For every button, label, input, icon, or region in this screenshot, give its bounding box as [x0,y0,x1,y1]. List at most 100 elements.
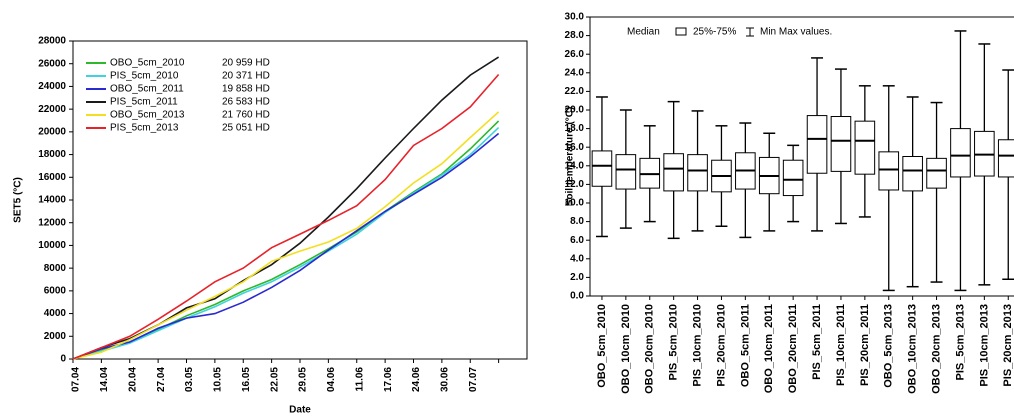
y-tick-label: 12.0 [565,179,585,190]
y-tick-label: 2.0 [570,272,584,283]
y-tick-label: 24000 [38,81,66,92]
x-tick-label: 03.05 [184,367,195,392]
y-tick-label: 8.0 [570,216,584,227]
x-tick-label: 30.06 [440,367,451,392]
legend-whisker: Min Max values. [760,27,832,38]
y-tick-label: 10.0 [565,198,585,209]
x-tick-label: 16.05 [241,367,252,392]
y-tick-label: 26.0 [565,49,585,60]
x-tick-label: PIS_10cm_2013 [978,304,990,387]
x-tick-label: PIS_10cm_2010 [691,304,703,387]
legend-total: 25 051 HD [222,123,270,134]
y-axis-label: SET5 (°C) [13,177,24,223]
box [950,128,971,178]
legend-label: PIS_5cm_2010 [110,71,179,82]
x-tick-label: OBO_10cm_2013 [907,304,919,394]
x-axis-label: Date [289,405,311,416]
legend-box-icon [675,27,687,36]
x-tick-label: 27.04 [156,367,167,392]
legend-label: PIS_5cm_2013 [110,123,179,134]
y-tick-label: 6000 [44,285,67,296]
legend-label: PIS_5cm_2011 [110,97,178,108]
x-tick-label: PIS_5cm_2011 [811,304,823,380]
x-tick-label: OBO_20cm_2010 [644,304,656,394]
box [830,116,852,172]
series-line [72,73,500,360]
box [854,120,876,175]
y-tick-label: 20000 [38,126,66,137]
y-tick-label: 16000 [38,172,66,183]
y-tick-label: 28000 [38,36,66,47]
legend-label: OBO_5cm_2011 [110,84,184,95]
series-line [72,120,500,360]
x-tick-label: 04.06 [326,367,337,392]
x-tick-label: PIS_5cm_2013 [954,304,966,380]
legend-total: 26 583 HD [222,97,270,108]
x-tick-label: PIS_10cm_2011 [835,304,847,386]
box [687,154,708,192]
y-tick-label: 4000 [44,308,67,319]
y-tick-label: 18000 [38,149,66,160]
box [591,150,613,187]
x-tick-label: OBO_20cm_2011 [787,304,799,393]
series-line [72,111,500,360]
y-tick-label: 10000 [38,240,66,251]
y-tick-label: 0.0 [570,291,584,302]
x-tick-label: 29.05 [298,367,309,392]
legend-whisker-icon [746,27,754,37]
y-tick-label: 8000 [44,263,67,274]
x-tick-label: PIS_20cm_2011 [859,304,871,386]
x-tick-label: 22.05 [269,367,280,392]
y-tick-label: 14000 [38,195,66,206]
legend-total: 21 760 HD [222,110,270,121]
y-axis-label: Soil temperature (°C) [565,107,576,207]
x-tick-label: OBO_20cm_2013 [930,304,942,394]
x-tick-label: OBO_10cm_2010 [620,304,632,394]
y-tick-label: 22.0 [565,86,585,97]
y-tick-label: 12000 [38,217,66,228]
legend-box: 25%-75% [693,27,736,38]
x-tick-label: 07.04 [71,367,82,392]
x-tick-label: OBO_10cm_2011 [763,304,775,393]
y-tick-label: 4.0 [570,253,584,264]
x-tick-label: OBO_5cm_2010 [596,304,608,388]
legend-total: 19 858 HD [222,84,270,95]
series-line [72,132,500,360]
box [806,115,828,174]
y-tick-label: 6.0 [570,235,584,246]
y-tick-label: 0 [60,354,66,365]
legend-label: OBO_5cm_2010 [110,58,185,69]
y-tick-label: 22000 [38,104,66,115]
y-tick-label: 24.0 [565,67,585,78]
box [663,153,684,192]
y-tick-label: 28.0 [565,30,585,41]
y-tick-label: 20.0 [565,105,585,116]
x-tick-label: 17.06 [383,367,394,392]
x-tick-label: 11.06 [354,367,365,392]
legend-total: 20 959 HD [222,58,270,69]
x-tick-label: OBO_5cm_2013 [883,304,895,388]
x-tick-label: PIS_5cm_2010 [668,304,680,380]
x-tick-label: 24.06 [411,367,422,392]
legend-total: 20 371 HD [222,71,270,82]
x-tick-label: OBO_5cm_2011 [739,304,751,387]
y-tick-label: 16.0 [565,142,585,153]
y-tick-label: 2000 [44,331,67,342]
y-tick-label: 14.0 [565,160,585,171]
box [997,139,1014,178]
legend-label: OBO_5cm_2013 [110,110,185,121]
x-tick-label: 14.04 [99,367,110,392]
x-tick-label: PIS_20cm_2013 [1002,304,1014,387]
y-tick-label: 26000 [38,58,66,69]
x-tick-label: 07.07 [468,367,479,392]
y-tick-label: 18.0 [565,123,585,134]
box [782,159,804,197]
x-tick-label: 10.05 [213,367,224,392]
legend-median: Median [627,27,660,38]
box [615,154,637,190]
x-tick-label: PIS_20cm_2010 [715,304,727,387]
box [902,156,923,192]
box [878,151,900,191]
y-tick-label: 30.0 [565,12,585,23]
